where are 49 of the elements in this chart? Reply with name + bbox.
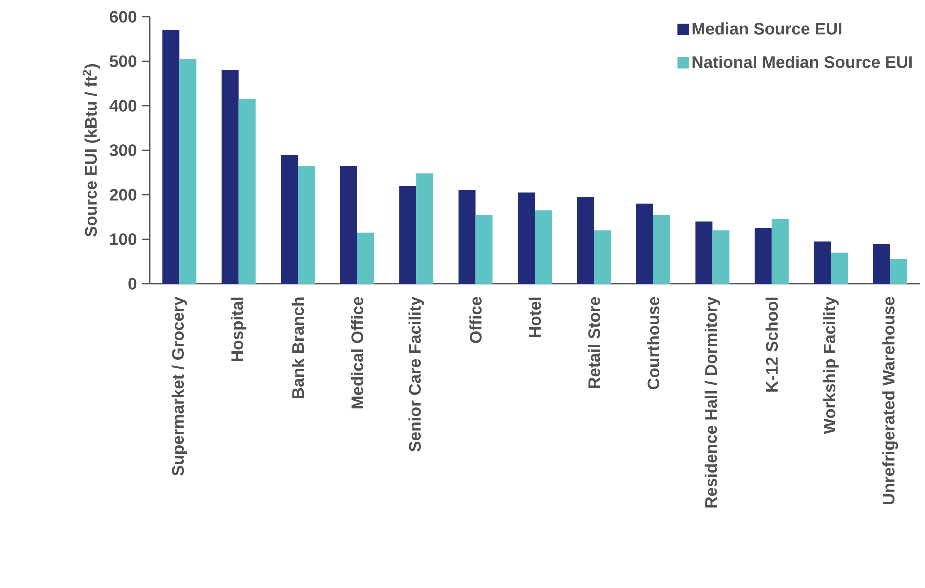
y-tick-label: 600 xyxy=(110,11,137,23)
bar xyxy=(890,260,908,284)
bar xyxy=(653,215,670,284)
bar xyxy=(594,230,612,284)
x-tick-label: Retail Store xyxy=(588,297,600,388)
y-tick-label: 0 xyxy=(128,278,137,290)
bar xyxy=(772,219,789,284)
x-tick-label: Hotel xyxy=(528,298,542,338)
bar xyxy=(518,192,535,284)
y-tick-label: 400 xyxy=(110,100,137,112)
bar xyxy=(873,244,890,284)
bar xyxy=(814,242,832,284)
bar xyxy=(357,232,374,284)
x-tick-label: Workship Facility xyxy=(823,296,839,434)
bar xyxy=(340,166,358,284)
bar xyxy=(281,154,298,284)
bar xyxy=(162,30,180,284)
bar xyxy=(476,215,493,284)
y-tick-label: 500 xyxy=(110,56,137,68)
bar xyxy=(712,230,730,284)
x-tick-label: Bank Branch xyxy=(292,298,304,398)
x-tick-label: Office xyxy=(470,297,482,344)
x-tick-label: Courthouse xyxy=(647,297,660,390)
y-tick-label: 300 xyxy=(110,144,137,156)
bar xyxy=(831,252,848,284)
bar xyxy=(696,222,713,284)
bar xyxy=(535,210,552,284)
legend-label: National Median Source EUI xyxy=(692,56,912,68)
bar xyxy=(298,166,316,284)
y-tick-label: 200 xyxy=(110,189,137,201)
x-tick-label: Supermarket / Grocery xyxy=(172,296,188,476)
x-tick-label: Medical Office xyxy=(351,297,364,409)
x-tick-label: Senior Care Facility xyxy=(408,296,424,452)
bar xyxy=(636,204,654,284)
bar xyxy=(180,59,197,284)
bar xyxy=(222,70,239,284)
x-tick-label: Hospital xyxy=(231,298,247,362)
bar xyxy=(400,186,417,284)
y-axis-title: Source EUI (kBtu / ft$^{2}$) xyxy=(82,64,100,237)
bar xyxy=(754,228,772,284)
x-tick-label: Unrefrigerated Warehouse xyxy=(882,297,898,504)
bar xyxy=(458,190,476,284)
bar xyxy=(416,174,434,284)
y-tick-label: 100 xyxy=(110,234,137,246)
bar xyxy=(238,99,256,284)
x-tick-label: Residence Hall / Dormitory xyxy=(704,296,720,508)
legend-label: Median Source EUI xyxy=(692,22,842,35)
x-tick-label: K-12 School xyxy=(766,298,778,392)
bar xyxy=(577,197,594,284)
